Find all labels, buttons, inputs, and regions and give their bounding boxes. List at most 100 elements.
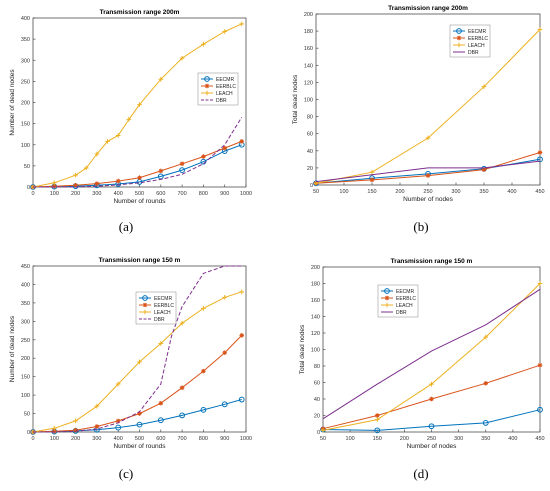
y-tick-label: 300 — [21, 319, 30, 325]
data-point — [222, 29, 227, 34]
data-point — [52, 428, 57, 434]
chart-panel-2: 50 100 150 200 250 300 350 400 450 0 20 40 60 80 100 12… — [292, 5, 545, 203]
y-tick-label: 140 — [311, 315, 320, 321]
data-point — [239, 289, 245, 295]
x-axis-label: Number of nodes — [407, 443, 458, 450]
x-tick-label: 350 — [479, 189, 488, 195]
y-tick-label: 100 — [304, 98, 313, 104]
data-point — [425, 135, 431, 141]
y-tick-label: 150 — [21, 122, 30, 128]
data-point — [481, 167, 487, 172]
y-tick-label: 120 — [311, 331, 320, 337]
data-point — [429, 381, 434, 387]
x-tick-label: 700 — [178, 191, 187, 197]
x-tick-label: 500 — [135, 191, 144, 197]
legend-label: EERBLC — [154, 303, 174, 309]
chart-title: Transmission range 200m — [388, 5, 468, 12]
chart-panel-4: 50 100 150 200 250 300 350 400 450 0 20 40 60 80 100 12… — [299, 258, 545, 450]
y-tick-label: 100 — [311, 348, 320, 354]
y-tick-label: 140 — [304, 63, 313, 69]
legend-label: LEACH — [396, 303, 413, 309]
data-point — [137, 175, 142, 181]
data-point — [221, 401, 228, 408]
data-point — [73, 427, 78, 433]
y-tick-label: 180 — [311, 282, 320, 288]
x-tick-label: 100 — [346, 436, 355, 442]
chart-title: Transmission range 150 m — [99, 257, 181, 264]
x-tick-label: 250 — [427, 436, 436, 442]
x-tick-label: 600 — [156, 191, 165, 197]
legend-label: LEACH — [216, 91, 233, 97]
y-axis-label: Total dead nodes — [299, 324, 306, 374]
x-axis-label: Number of nodes — [403, 196, 454, 203]
legend-marker — [456, 28, 462, 34]
series-line — [32, 399, 242, 433]
legend-label: LEACH — [154, 310, 171, 316]
chart-panel-3: 0 100 200 300 400 500 600 700 800 900 1000 0 50 100 15… — [9, 257, 252, 450]
y-tick-label: 20 — [314, 414, 320, 420]
series-leach — [313, 27, 543, 186]
y-tick-label: 0 — [27, 430, 30, 436]
x-tick-label: 0 — [31, 436, 34, 442]
data-point — [52, 180, 57, 186]
legend-label: EERBLC — [468, 36, 488, 42]
data-point — [105, 139, 110, 144]
legend-marker — [204, 76, 210, 82]
y-axis-label: Number of dead nodes — [9, 69, 16, 136]
y-tick-label: 160 — [304, 46, 313, 52]
x-tick-label: 1000 — [240, 436, 252, 442]
legend-label: DBR — [154, 317, 165, 323]
legend-label: DBR — [468, 50, 479, 56]
y-tick-label: 450 — [21, 264, 30, 270]
y-tick-label: 80 — [307, 115, 313, 121]
x-tick-label: 400 — [114, 436, 123, 442]
legend-marker — [456, 35, 462, 41]
series-leach — [30, 21, 245, 190]
data-point — [483, 381, 489, 386]
data-point — [158, 341, 164, 346]
series-line — [315, 160, 541, 183]
data-point — [201, 368, 206, 374]
legend-marker — [456, 42, 462, 48]
x-tick-label: 1000 — [240, 191, 252, 197]
caption-a: (a) — [118, 219, 134, 234]
y-tick-label: 400 — [21, 282, 30, 288]
x-tick-label: 200 — [395, 189, 404, 195]
series-dbr — [33, 117, 243, 188]
legend-label: EECMR — [468, 29, 486, 35]
x-tick-label: 0 — [31, 191, 34, 197]
x-tick-label: 450 — [535, 436, 544, 442]
data-point — [158, 168, 164, 174]
data-point — [374, 417, 380, 422]
legend-label: EERBLC — [396, 296, 416, 302]
data-point — [481, 84, 487, 89]
caption-b: (b) — [413, 219, 429, 234]
data-point — [537, 406, 543, 413]
x-tick-label: 300 — [454, 436, 463, 442]
data-point — [374, 413, 380, 418]
data-point — [137, 359, 142, 365]
series-dbr — [322, 288, 541, 420]
data-point — [239, 21, 245, 27]
y-tick-label: 0 — [310, 183, 313, 189]
legend-label: EERBLC — [216, 84, 236, 90]
data-point — [537, 156, 543, 163]
data-point — [537, 281, 543, 286]
chart-panel-1: 0 100 200 300 400 500 600 700 800 900 1000 0 50 100 15… — [9, 9, 252, 205]
x-tick-label: 200 — [71, 436, 80, 442]
data-point — [179, 385, 185, 391]
y-tick-label: 250 — [21, 79, 30, 85]
x-tick-label: 250 — [423, 189, 432, 195]
x-tick-label: 100 — [50, 191, 59, 197]
legend-label: DBR — [216, 98, 227, 104]
data-point — [537, 150, 543, 155]
data-point — [429, 396, 434, 402]
legend-label: LEACH — [468, 43, 485, 49]
x-axis-label: Number of rounds — [113, 198, 166, 205]
y-tick-label: 50 — [24, 164, 30, 170]
x-tick-label: 900 — [220, 436, 229, 442]
data-point — [157, 417, 164, 424]
